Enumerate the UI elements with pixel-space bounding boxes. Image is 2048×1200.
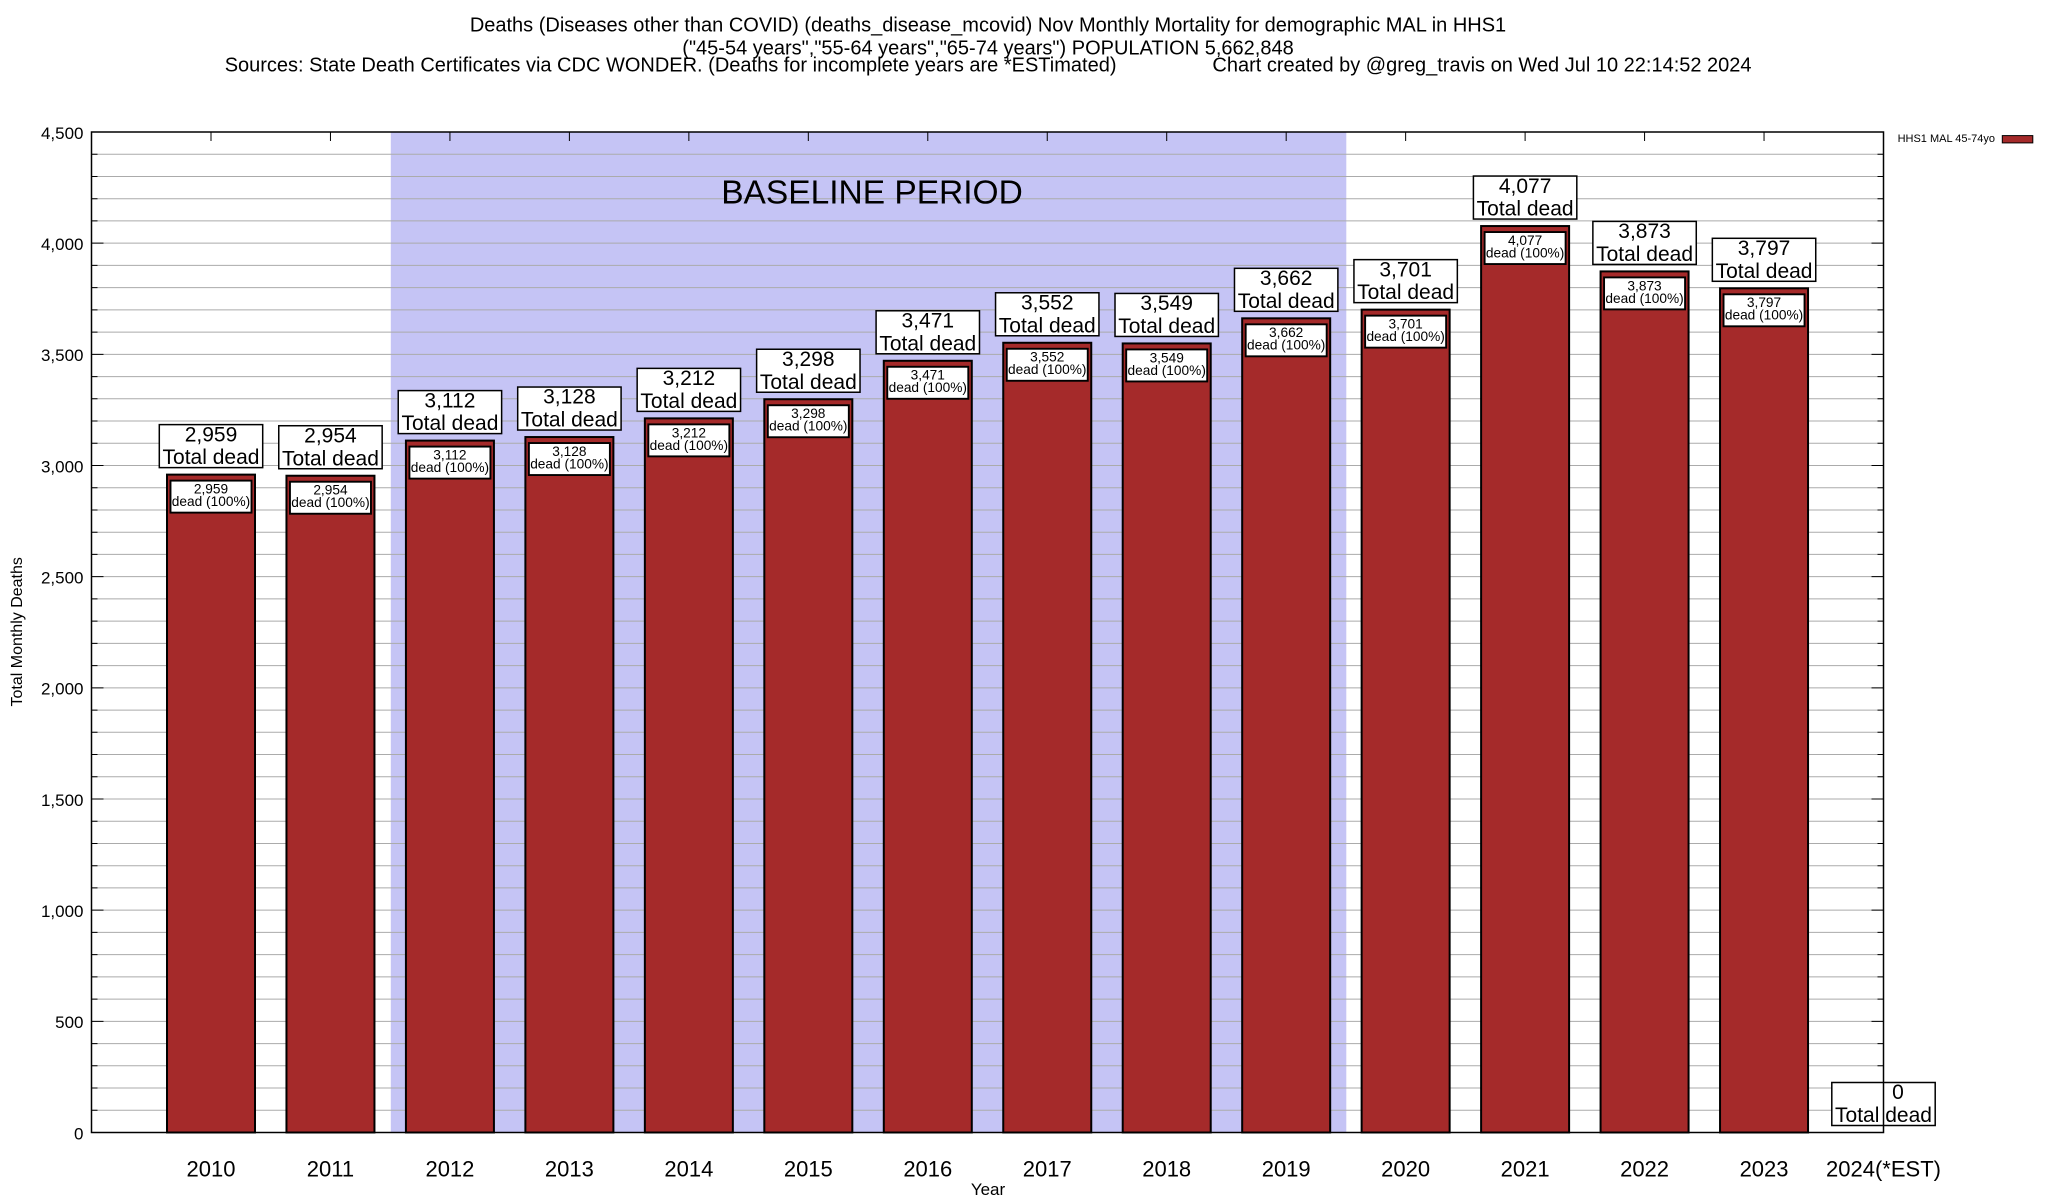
svg-text:Total Monthly Deaths: Total Monthly Deaths [9, 557, 26, 706]
svg-text:3,471: 3,471 [902, 309, 955, 332]
svg-text:3,701: 3,701 [1379, 258, 1432, 281]
svg-text:1,500: 1,500 [41, 791, 84, 810]
svg-text:Total dead: Total dead [879, 332, 976, 355]
svg-text:1,000: 1,000 [41, 902, 84, 921]
svg-text:3,298: 3,298 [791, 406, 826, 421]
svg-text:Total dead: Total dead [521, 409, 618, 432]
svg-text:dead (100%): dead (100%) [1247, 338, 1325, 353]
svg-text:3,797: 3,797 [1738, 237, 1791, 260]
svg-text:3,873: 3,873 [1618, 220, 1671, 243]
svg-text:3,212: 3,212 [672, 425, 706, 440]
svg-text:("45-54 years","55-64 years",": ("45-54 years","55-64 years","65-74 year… [682, 38, 1293, 60]
svg-text:dead (100%): dead (100%) [1605, 291, 1683, 306]
svg-text:dead (100%): dead (100%) [1366, 329, 1444, 344]
svg-text:3,000: 3,000 [41, 457, 84, 476]
svg-text:0: 0 [74, 1124, 83, 1143]
svg-text:3,552: 3,552 [1021, 291, 1074, 314]
svg-text:Total dead: Total dead [999, 314, 1096, 337]
svg-text:2015: 2015 [784, 1157, 833, 1182]
svg-text:4,077: 4,077 [1499, 175, 1552, 198]
svg-text:Total dead: Total dead [163, 446, 260, 469]
svg-text:3,128: 3,128 [552, 444, 587, 459]
svg-text:3,662: 3,662 [1269, 325, 1303, 340]
svg-text:dead (100%): dead (100%) [1725, 308, 1803, 323]
svg-text:Total dead: Total dead [282, 447, 379, 470]
svg-text:dead (100%): dead (100%) [1486, 245, 1564, 260]
svg-text:2023: 2023 [1740, 1157, 1789, 1182]
svg-text:Total dead: Total dead [401, 412, 498, 435]
svg-text:2010: 2010 [187, 1157, 236, 1182]
svg-text:2013: 2013 [545, 1157, 594, 1182]
svg-text:3,549: 3,549 [1150, 350, 1184, 365]
svg-text:Total dead: Total dead [1238, 290, 1335, 313]
svg-text:2,959: 2,959 [185, 423, 238, 446]
svg-text:HHS1 MAL 45-74yo: HHS1 MAL 45-74yo [1898, 133, 1995, 145]
svg-text:dead (100%): dead (100%) [291, 495, 369, 510]
svg-text:2,500: 2,500 [41, 568, 84, 587]
svg-text:2012: 2012 [425, 1157, 474, 1182]
svg-text:Chart created by @greg_travis: Chart created by @greg_travis on Wed Jul… [1212, 55, 1751, 77]
svg-text:dead (100%): dead (100%) [530, 456, 608, 471]
svg-text:3,662: 3,662 [1260, 267, 1313, 290]
svg-text:dead (100%): dead (100%) [1128, 363, 1206, 378]
svg-text:3,797: 3,797 [1747, 295, 1781, 310]
svg-text:dead (100%): dead (100%) [650, 438, 728, 453]
svg-text:2014: 2014 [664, 1157, 713, 1182]
svg-text:3,112: 3,112 [433, 448, 466, 463]
svg-text:3,298: 3,298 [782, 348, 835, 371]
svg-text:dead (100%): dead (100%) [172, 494, 250, 509]
svg-text:2019: 2019 [1262, 1157, 1311, 1182]
svg-text:2,954: 2,954 [304, 424, 357, 447]
svg-text:2,000: 2,000 [41, 680, 84, 699]
svg-text:3,873: 3,873 [1627, 278, 1662, 293]
svg-text:2011: 2011 [307, 1157, 354, 1182]
svg-text:Total dead: Total dead [1357, 281, 1454, 304]
svg-text:4,500: 4,500 [41, 124, 84, 143]
svg-text:2017: 2017 [1023, 1157, 1072, 1182]
svg-text:2018: 2018 [1142, 1157, 1191, 1182]
svg-text:2024(*EST): 2024(*EST) [1826, 1157, 1941, 1182]
svg-text:3,549: 3,549 [1140, 292, 1193, 315]
svg-text:4,000: 4,000 [41, 235, 84, 254]
svg-text:Year: Year [971, 1180, 1006, 1199]
svg-text:Total dead: Total dead [1118, 315, 1215, 338]
svg-text:2,954: 2,954 [313, 483, 348, 498]
svg-text:3,212: 3,212 [663, 367, 716, 390]
svg-text:dead (100%): dead (100%) [1008, 362, 1086, 377]
svg-text:dead (100%): dead (100%) [769, 419, 847, 434]
svg-text:Sources: State Death Certifica: Sources: State Death Certificates via CD… [225, 55, 1117, 77]
svg-text:Total dead: Total dead [1716, 260, 1813, 283]
svg-text:BASELINE PERIOD: BASELINE PERIOD [721, 174, 1023, 211]
svg-text:Total dead: Total dead [640, 390, 737, 413]
svg-text:500: 500 [55, 1013, 83, 1032]
svg-text:3,500: 3,500 [41, 346, 84, 365]
svg-text:3,112: 3,112 [424, 389, 475, 412]
svg-text:2,959: 2,959 [194, 482, 228, 497]
svg-text:4,077: 4,077 [1508, 233, 1542, 248]
svg-text:dead (100%): dead (100%) [889, 380, 967, 395]
svg-text:Deaths (Diseases other than CO: Deaths (Diseases other than COVID) (deat… [470, 15, 1506, 37]
svg-text:3,552: 3,552 [1030, 350, 1064, 365]
svg-text:2021: 2021 [1501, 1157, 1550, 1182]
svg-text:Total dead: Total dead [1596, 243, 1693, 266]
svg-text:3,701: 3,701 [1389, 317, 1423, 332]
svg-text:2020: 2020 [1381, 1157, 1430, 1182]
svg-text:Total dead: Total dead [1477, 198, 1574, 221]
svg-text:3,471: 3,471 [911, 368, 945, 383]
svg-text:dead (100%): dead (100%) [411, 460, 489, 475]
svg-text:2016: 2016 [903, 1157, 952, 1182]
svg-text:Total dead: Total dead [760, 371, 857, 394]
svg-text:2022: 2022 [1620, 1157, 1669, 1182]
svg-text:0: 0 [1892, 1081, 1904, 1104]
svg-text:3,128: 3,128 [543, 386, 596, 409]
